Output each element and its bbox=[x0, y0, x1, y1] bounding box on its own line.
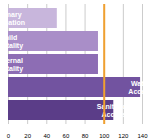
svg-text:120: 120 bbox=[118, 133, 129, 139]
svg-text:80: 80 bbox=[82, 133, 89, 139]
svg-text:Primaryeducation: Primaryeducation bbox=[0, 11, 25, 25]
svg-text:SanitationAccess: SanitationAccess bbox=[97, 103, 131, 117]
svg-text:100: 100 bbox=[99, 133, 110, 139]
svg-text:40: 40 bbox=[43, 133, 50, 139]
svg-text:140: 140 bbox=[137, 133, 148, 139]
svg-text:MaternalMortality: MaternalMortality bbox=[0, 57, 23, 72]
svg-text:WaterAccess: WaterAccess bbox=[128, 80, 150, 94]
svg-text:0: 0 bbox=[7, 133, 11, 139]
svg-text:60: 60 bbox=[63, 133, 70, 139]
svg-text:ChildMortality: ChildMortality bbox=[0, 34, 23, 49]
svg-text:20: 20 bbox=[24, 133, 31, 139]
